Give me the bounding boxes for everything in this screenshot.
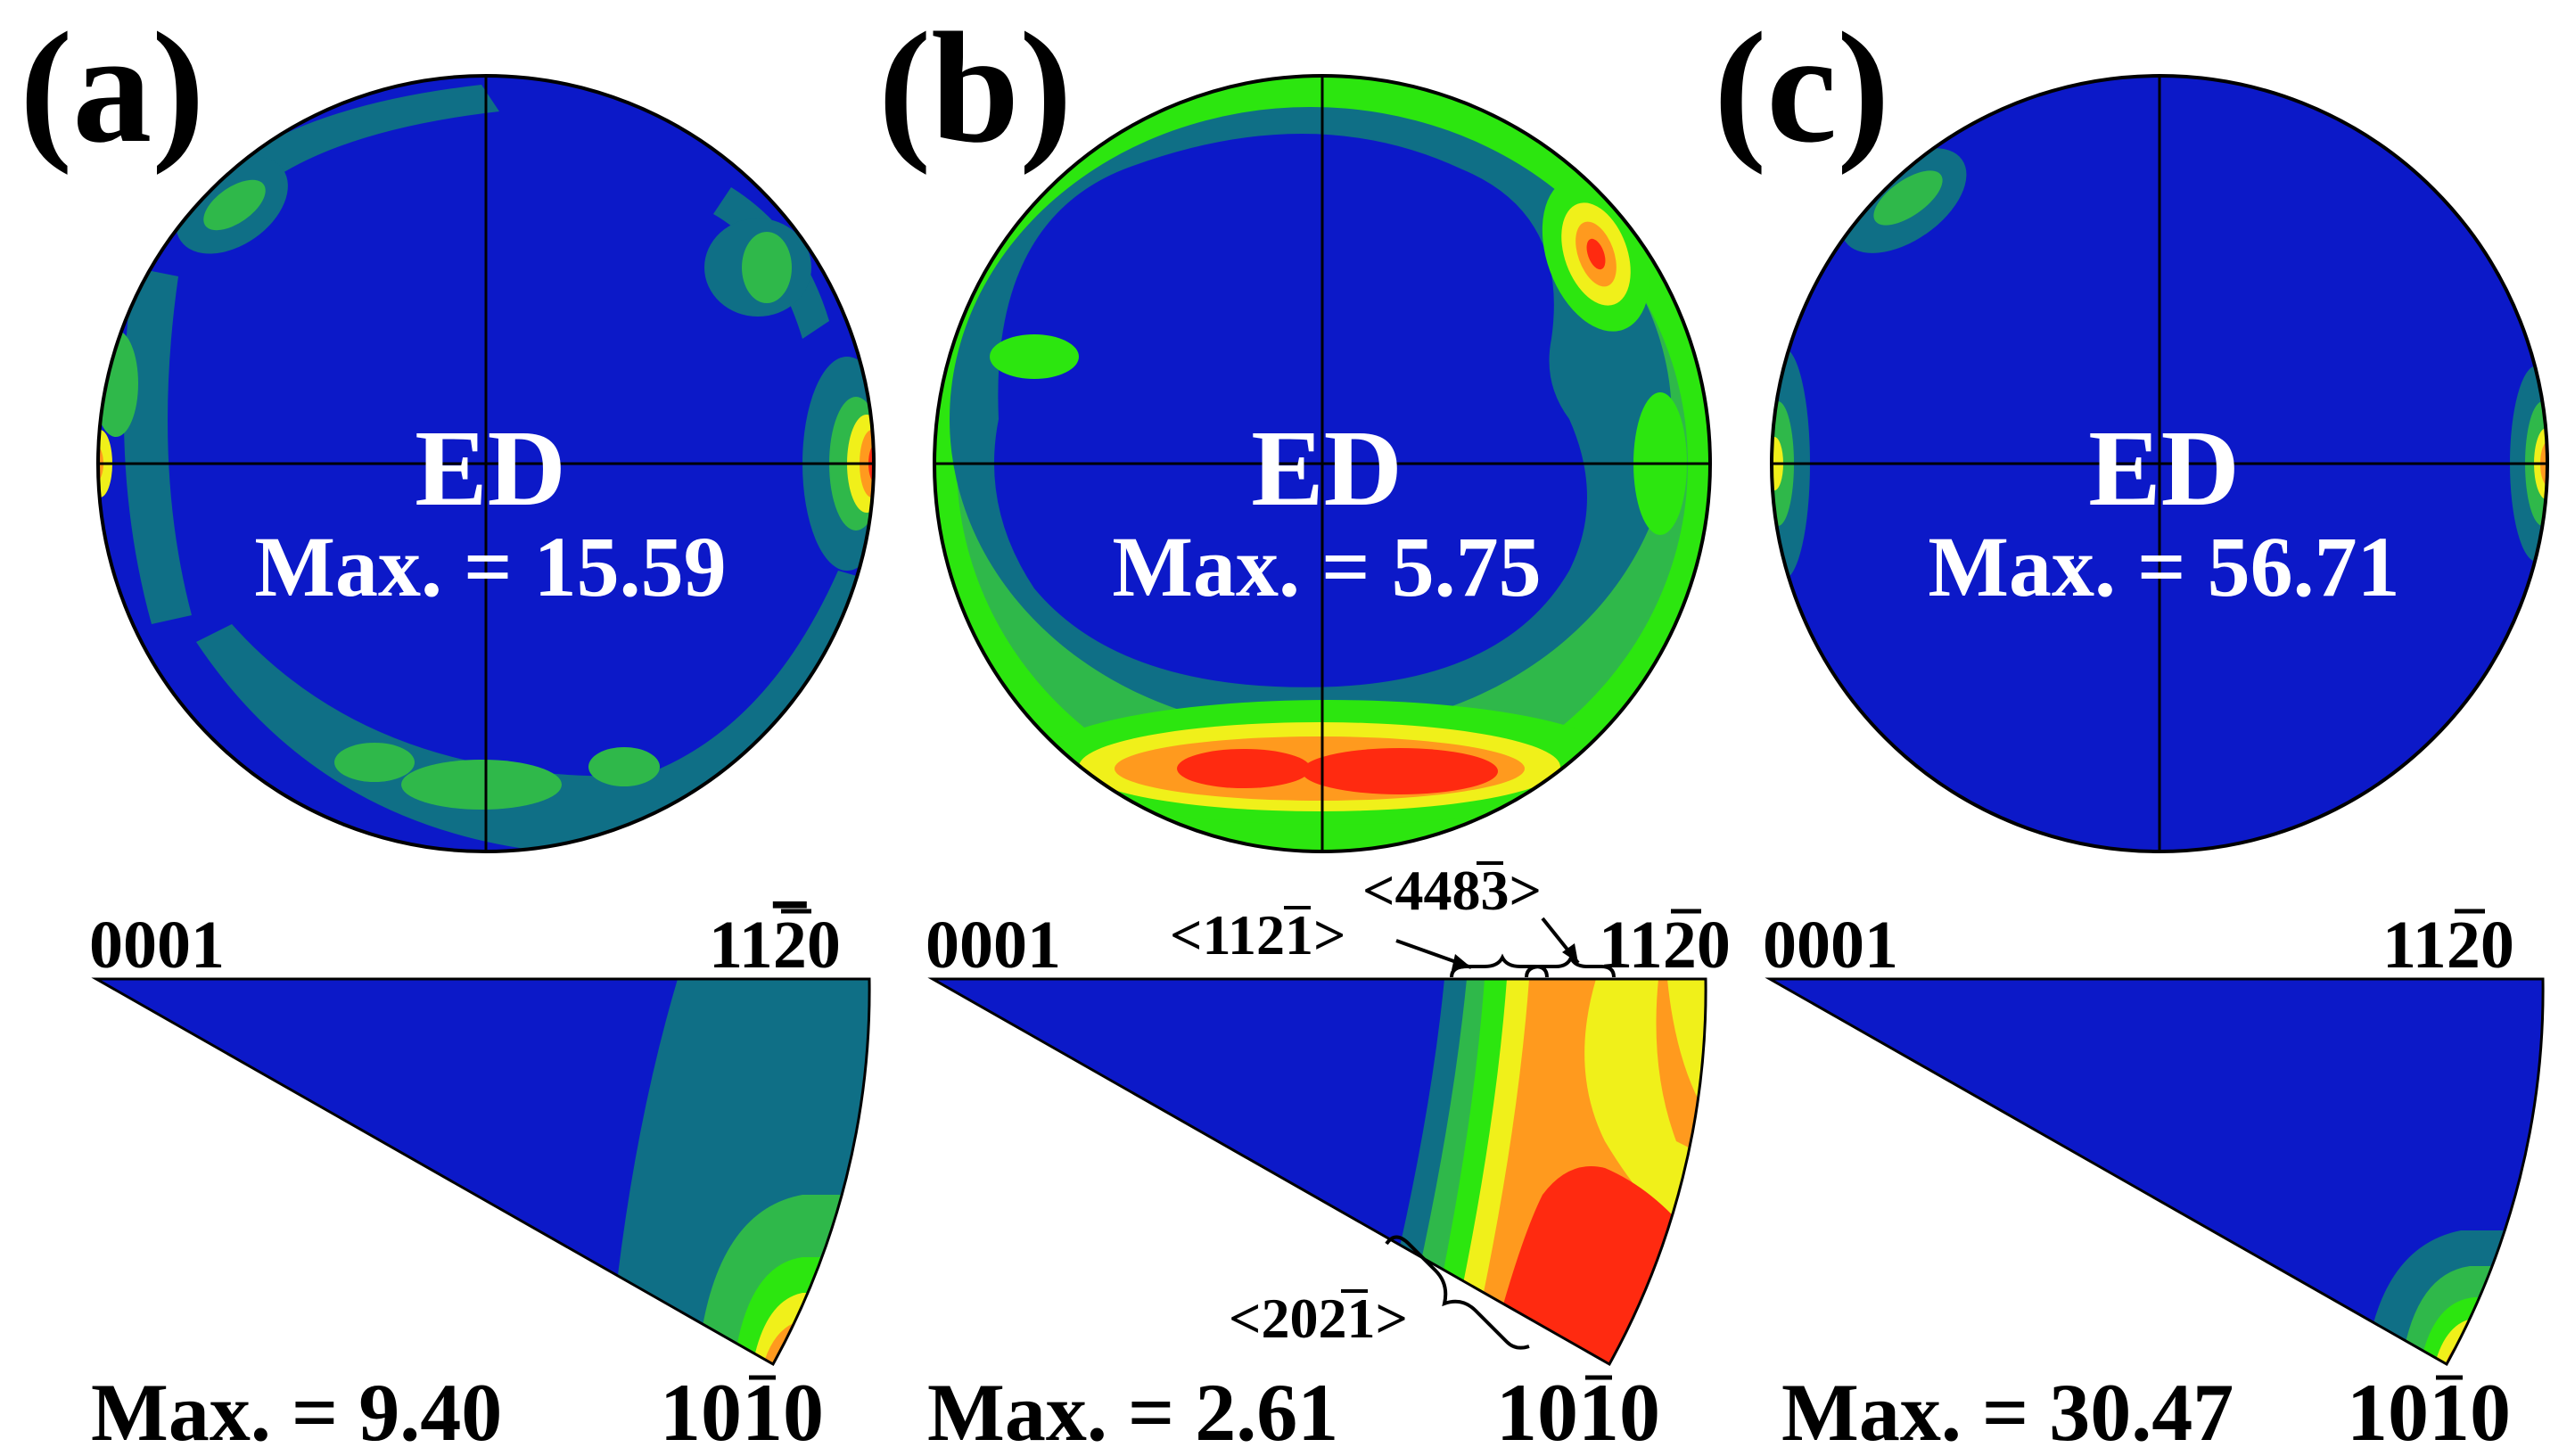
pole-figure-axis-label: ED <box>2088 408 2239 529</box>
ipf-corner-11-2-0: 1120 <box>2382 908 2514 983</box>
direction-label: <1121> <box>1170 903 1345 967</box>
pole-figure-contours <box>950 107 1688 825</box>
brace-lower <box>1385 1235 1530 1350</box>
panel-a: (a) <box>20 0 876 1456</box>
inverse-pole-figure-c: 0001 1120 Max. = 30.47 1010 <box>1763 908 2545 1456</box>
direction-label: <4483> <box>1362 859 1542 922</box>
ipf-triangle <box>1770 979 2544 1364</box>
panel-b: (b) <box>878 0 1731 1456</box>
ipf-corner-10-1-0: 1010 <box>2347 1367 2511 1456</box>
direction-11-2-1: <1121> <box>1170 903 1472 970</box>
pole-figure-a: ED Max. = 15.59 <box>96 74 876 853</box>
ipf-corner-11-2-0: 1120 <box>1599 908 1731 983</box>
pole-figure-max-label: Max. = 56.71 <box>1928 519 2399 614</box>
pole-figure-b: ED Max. = 5.75 <box>933 74 1712 853</box>
pole-figure-max-label: Max. = 15.59 <box>254 519 726 614</box>
inverse-pole-figure-b: 0001 1120 Max. = 2.61 1010 <1121> <4483> <box>926 859 1731 1456</box>
pole-figure-axis-label: ED <box>1251 408 1402 529</box>
panel-letter-a: (a) <box>20 0 205 176</box>
arrow-head <box>1562 943 1578 963</box>
ipf-corner-0001: 0001 <box>1763 908 1898 983</box>
direction-44-8-3: <4483> <box>1362 859 1580 965</box>
panel-letter-c: (c) <box>1714 0 1890 176</box>
ipf-outline <box>1765 977 2545 1367</box>
pole-figure-contours <box>1772 148 2547 788</box>
ipf-corner-0001: 0001 <box>926 908 1061 983</box>
pole-figure-axis-label: ED <box>415 408 565 529</box>
ipf-corner-10-1-0: 1010 <box>1496 1367 1660 1456</box>
pole-figure-c: ED Max. = 56.71 <box>1770 74 2549 853</box>
ipf-outline <box>91 977 871 1367</box>
ipf-corner-10-1-0: 1010 <box>660 1367 824 1456</box>
panel-c: (c) ED Max. = 56.71 <box>1714 0 2549 1456</box>
direction-20-2-1: <2021> <box>1229 1235 1530 1350</box>
ipf-outline <box>927 977 1707 1367</box>
ipf-max-label: Max. = 30.47 <box>1781 1367 2234 1456</box>
direction-label: <2021> <box>1229 1287 1408 1350</box>
pole-figure-max-label: Max. = 5.75 <box>1112 519 1541 614</box>
ipf-corner-0001: 0001 <box>89 908 225 983</box>
inverse-pole-figure-a: 0001 1120 Max. = 9.40 1010 <box>89 908 871 1456</box>
panel-letter-b: (b) <box>878 0 1073 176</box>
ipf-max-label: Max. = 9.40 <box>91 1367 502 1456</box>
ipf-corner-11-2-0: 1120 <box>709 908 841 983</box>
ipf-max-label: Max. = 2.61 <box>927 1367 1338 1456</box>
brace-upper-right <box>1525 952 1616 978</box>
